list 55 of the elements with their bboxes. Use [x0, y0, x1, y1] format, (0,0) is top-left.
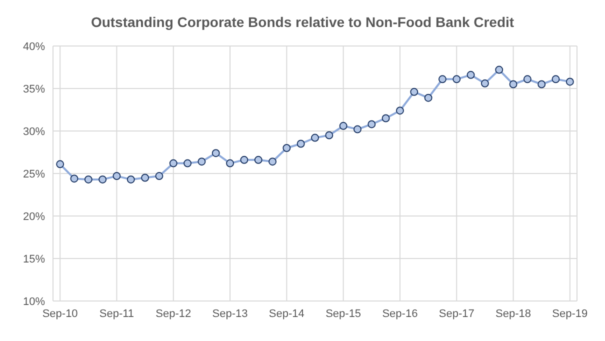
x-tick-label: Sep-10	[42, 308, 78, 320]
point	[296, 140, 305, 148]
point	[424, 94, 432, 102]
point	[141, 174, 150, 182]
y-tick-label: 10%	[22, 296, 46, 308]
x-tick-label: Sep-16	[382, 308, 418, 320]
point	[410, 88, 418, 96]
point	[198, 158, 206, 166]
point	[325, 131, 334, 140]
y-tick-label: 35%	[22, 83, 46, 96]
point	[566, 78, 574, 86]
x-tick-label: Sep-11	[99, 308, 134, 320]
point	[254, 156, 262, 164]
x-tick-label: Sep-15	[326, 308, 362, 320]
point	[84, 175, 92, 184]
x-tick-label: Sep-12	[156, 308, 192, 320]
point	[112, 172, 121, 180]
point	[452, 75, 461, 84]
point	[339, 122, 348, 130]
point	[184, 159, 192, 168]
point	[268, 158, 277, 166]
y-tick-label: 20%	[22, 210, 46, 223]
x-tick-label: Sep-17	[438, 308, 474, 320]
point	[495, 66, 504, 74]
point	[126, 175, 135, 184]
point	[240, 156, 248, 164]
point	[382, 114, 390, 122]
point	[368, 120, 376, 128]
point	[523, 75, 532, 84]
y-tick-label: 30%	[22, 126, 46, 138]
y-tick-label: 40%	[22, 40, 46, 53]
x-tick-label: Sep-18	[496, 308, 532, 320]
point	[509, 80, 518, 88]
point	[212, 149, 220, 158]
point	[538, 80, 546, 88]
y-tick-label: 25%	[22, 168, 46, 180]
point	[552, 75, 560, 84]
x-tick-label: Sep-14	[268, 308, 304, 320]
chart-title: Outstanding Corporate Bonds relative to Non-Food Bank Credit	[90, 13, 516, 32]
point	[282, 144, 291, 152]
point	[98, 175, 107, 184]
point	[169, 159, 178, 168]
point	[480, 79, 489, 88]
point	[466, 70, 475, 79]
y-tick-label: 15%	[22, 253, 46, 266]
point	[396, 106, 404, 115]
point	[353, 125, 362, 134]
point	[311, 134, 319, 142]
x-tick-label: Sep-19	[552, 308, 588, 320]
point	[56, 160, 64, 168]
point	[438, 75, 446, 84]
point	[155, 172, 164, 180]
x-tick-label: Sep-13	[212, 308, 248, 320]
point	[70, 174, 78, 183]
point	[226, 159, 234, 168]
